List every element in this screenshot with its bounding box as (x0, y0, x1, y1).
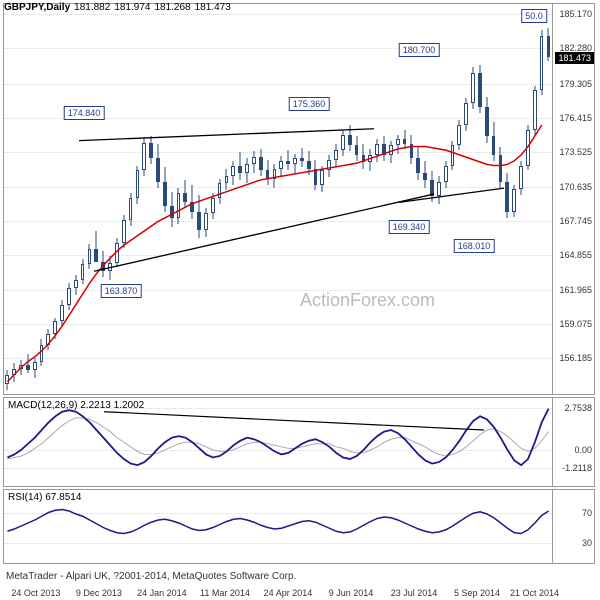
x-tick-label: 21 Oct 2014 (510, 588, 559, 598)
ohlc-close: 181.473 (195, 2, 231, 13)
x-tick-label: 9 Dec 2013 (76, 588, 122, 598)
y-tick-label: 179.305 (559, 79, 592, 89)
x-tick-label: 11 Mar 2014 (200, 588, 250, 598)
y-tick-label: 164.855 (559, 250, 592, 260)
x-tick-label: 5 Sep 2014 (454, 588, 500, 598)
price-annotation: 50.0 (521, 9, 547, 23)
current-price-flag: 181.473 (555, 52, 594, 64)
price-annotation: 169.340 (389, 220, 430, 234)
y-tick-label: 167.745 (559, 216, 592, 226)
y-tick-label: 0.00 (574, 445, 592, 455)
y-tick-label: 156.185 (559, 353, 592, 363)
price-chart-panel: 156.185 159.075 161.965 164.855 167.745 170.6… (3, 3, 595, 395)
y-tick-label: 70 (582, 508, 592, 518)
macd-line (7, 409, 548, 465)
price-annotation: 180.700 (399, 43, 440, 57)
x-tick-label: 24 Jan 2014 (137, 588, 187, 598)
macd-trendline (104, 412, 484, 430)
ohlc-low: 181.268 (154, 2, 190, 13)
y-tick-label: 185.170 (559, 9, 592, 19)
ohlc-open: 181.882 (74, 2, 110, 13)
macd-panel: -1.21180.002.7538MACD(12,26,9) 2.2213 1.… (3, 397, 595, 487)
y-tick-label: 2.7538 (564, 403, 592, 413)
price-annotation: 174.840 (64, 106, 105, 120)
y-tick-label: 173.525 (559, 147, 592, 157)
x-tick-label: 24 Oct 2013 (11, 588, 60, 598)
rsi-line (7, 510, 548, 534)
trendline (94, 194, 434, 271)
trendline (399, 188, 504, 202)
y-tick-label: 30 (582, 538, 592, 548)
price-annotation: 163.870 (101, 284, 142, 298)
y-tick-label: 159.075 (559, 319, 592, 329)
y-tick-label: 176.415 (559, 113, 592, 123)
y-tick-label: 161.965 (559, 285, 592, 295)
chart-header: GBPJPY,Daily 181.882 181.974 181.268 181… (4, 2, 231, 13)
moving-average-line (7, 125, 541, 382)
x-axis: 24 Oct 2013 9 Dec 2013 24 Jan 2014 11 Mar 2… (3, 584, 551, 600)
trendline (79, 129, 374, 141)
x-tick-label: 9 Jun 2014 (329, 588, 374, 598)
x-tick-label: 24 Apr 2014 (264, 588, 313, 598)
y-tick-label: 170.635 (559, 182, 592, 192)
rsi-panel: 3070RSI(14) 67.8514 (3, 489, 595, 564)
price-annotation: 175.360 (289, 97, 330, 111)
price-annotation: 168.010 (454, 239, 495, 253)
footer-credit: MetaTrader - Alpari UK, ?2001-2014, Meta… (6, 571, 296, 582)
x-tick-label: 23 Jul 2014 (391, 588, 438, 598)
ohlc-high: 181.974 (114, 2, 150, 13)
symbol-label: GBPJPY,Daily (4, 2, 70, 13)
y-tick-label: -1.2118 (562, 463, 592, 473)
